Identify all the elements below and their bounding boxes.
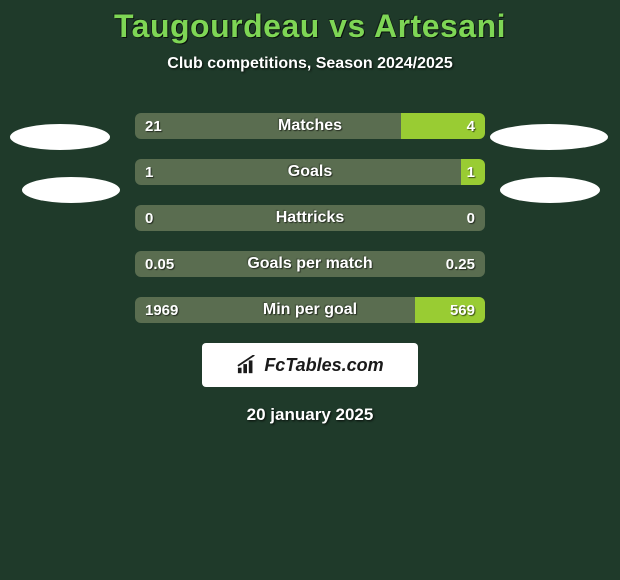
stat-rows-container: Matches214 Goals11 Hattricks00 Goals per ma… [135, 113, 485, 323]
flag-right-1 [490, 124, 608, 150]
comparison-infographic: Taugourdeau vs Artesani Club competition… [0, 0, 620, 580]
stat-row: Matches214 [135, 113, 485, 139]
page-subtitle: Club competitions, Season 2024/2025 [0, 55, 620, 73]
flag-left-2 [22, 177, 120, 203]
bar-right [461, 159, 486, 185]
logo-text: FcTables.com [264, 355, 383, 376]
snapshot-date: 20 january 2025 [0, 405, 620, 425]
bar-right [415, 297, 485, 323]
page-title: Taugourdeau vs Artesani [0, 0, 620, 45]
bar-left [135, 113, 401, 139]
flag-right-2 [500, 177, 600, 203]
chart-icon [236, 355, 258, 375]
bar-left [135, 205, 485, 231]
stat-row: Min per goal1969569 [135, 297, 485, 323]
flag-left-1 [10, 124, 110, 150]
stat-row: Goals per match0.050.25 [135, 251, 485, 277]
stat-row: Goals11 [135, 159, 485, 185]
bar-right [401, 113, 485, 139]
bar-left [135, 297, 415, 323]
stat-row: Hattricks00 [135, 205, 485, 231]
bar-left [135, 251, 485, 277]
source-logo: FcTables.com [202, 343, 418, 387]
bar-left [135, 159, 461, 185]
